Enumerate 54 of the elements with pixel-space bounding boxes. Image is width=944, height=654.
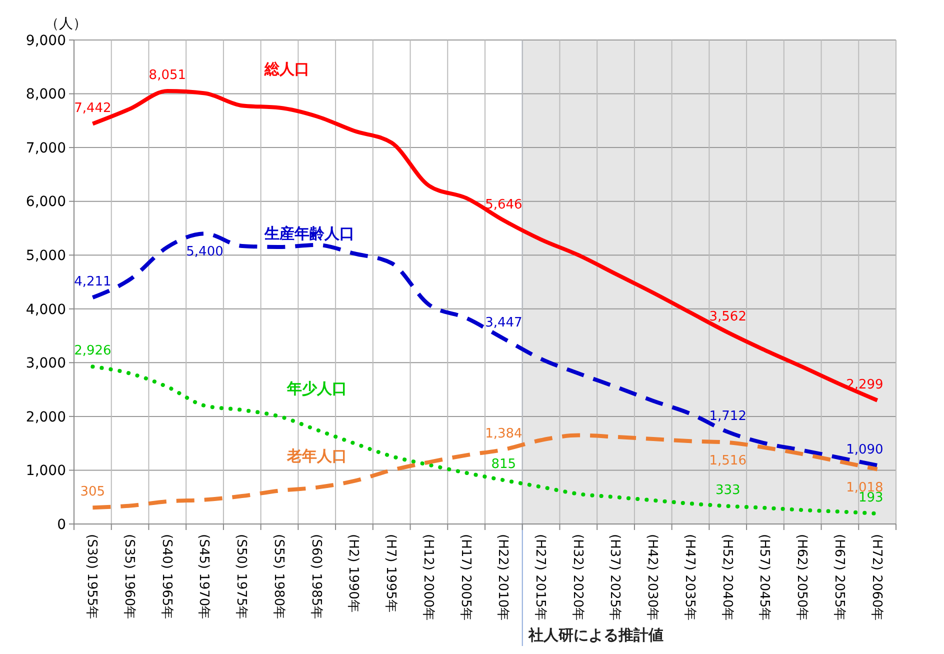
data-label: 5,646 [485,197,522,212]
y-tick-label: 6,000 [26,194,66,210]
x-tick-label: (H32) 2020年 [570,534,585,621]
x-tick-label: (H62) 2050年 [794,534,810,621]
y-tick-label: 2,000 [26,409,66,426]
data-label: 3,447 [485,316,522,331]
series-label: 生産年齢人口 [264,224,355,242]
data-label: 4,211 [74,274,112,290]
x-tick-label: (H17) 2005年 [458,534,473,621]
x-tick-label: (H52) 2040年 [719,534,734,621]
series-label: 老年人口 [286,447,347,466]
x-tick-label: (S40) 1965年 [158,534,174,620]
y-tick-label: 5,000 [26,248,66,264]
y-tick-label: 1,000 [26,463,66,480]
data-label: 1,384 [485,426,522,442]
x-tick-label: (H67) 2055年 [831,534,846,621]
data-label: 1,712 [709,408,746,424]
x-tick-label: (S50) 1975年 [234,534,249,620]
y-axis-title: （人） [45,16,87,32]
x-tick-label: (H47) 2035年 [682,534,697,621]
y-tick-label: 3,000 [26,356,66,372]
x-tick-label: (S35) 1960年 [121,534,136,620]
data-label: 333 [715,483,740,498]
series-label: 年少人口 [286,379,347,398]
x-tick-label: (S55) 1980年 [270,534,286,620]
x-tick-label: (H57) 2045年 [756,534,772,621]
data-label: 8,051 [148,68,186,84]
data-label: 305 [80,484,106,500]
x-tick-label: (S30) 1955年 [84,534,100,620]
x-tick-label: (S60) 1985年 [308,534,324,620]
data-label: 2,926 [74,344,112,359]
y-tick-label: 0 [57,516,66,533]
data-label: 193 [858,490,884,506]
x-tick-label: (H2) 1990年 [346,534,361,612]
data-label: 5,400 [186,244,224,260]
x-tick-label: (H42) 2030年 [644,534,660,621]
y-tick-label: 4,000 [26,302,66,318]
data-label: 815 [491,457,516,472]
x-tick-label: (H72) 2060年 [868,534,884,621]
x-tick-label: (H37) 2025年 [607,534,622,621]
x-tick-label: (H7) 1995年 [383,534,398,612]
data-label: 7,442 [74,100,112,116]
x-tick-label: (S45) 1970年 [196,534,212,620]
data-label: 1,090 [846,442,884,458]
y-tick-label: 9,000 [26,32,66,49]
band-label: 社人研による推計値 [527,626,664,644]
series-label: 総人口 [264,60,310,78]
x-tick-label: (H12) 2000年 [420,534,436,621]
y-tick-label: 8,000 [26,86,66,103]
y-tick-label: 7,000 [26,140,66,156]
data-label: 3,562 [709,309,746,324]
x-tick-label: (H22) 2010年 [495,534,510,621]
data-label: 1,516 [709,453,746,468]
x-tick-label: (H27) 2015年 [532,534,548,621]
